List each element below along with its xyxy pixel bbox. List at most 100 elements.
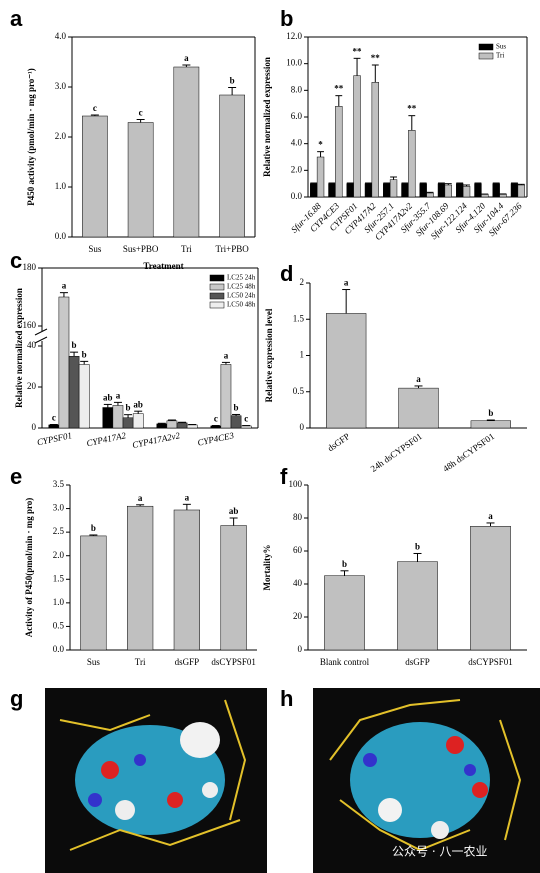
error-bar: [134, 410, 143, 414]
error-bar: [511, 182, 518, 184]
error-bar: [492, 182, 500, 184]
significance-label: a: [116, 390, 121, 400]
error-bar: [310, 182, 318, 184]
bar: [220, 525, 247, 651]
panel-label: h: [280, 686, 293, 711]
significance-label: b: [72, 340, 77, 350]
bar: [82, 115, 108, 238]
error-bar: [340, 570, 349, 576]
bar: [444, 184, 452, 198]
error-bar: [414, 385, 423, 389]
significance-label: *: [318, 140, 323, 150]
legend-label: LC25 24h: [227, 274, 256, 282]
x-tick-label: CYP4CE3: [197, 430, 236, 448]
significance-label: b: [415, 542, 420, 552]
significance-label: b: [230, 76, 235, 86]
y-tick-label: 160: [23, 320, 37, 330]
bar: [401, 183, 409, 198]
error-bar: [178, 421, 187, 423]
significance-label: b: [82, 349, 87, 359]
x-tick-label: 48h dsCYPSF01: [441, 431, 496, 474]
bar: [78, 364, 90, 429]
panel-label: f: [280, 464, 288, 489]
error-bar: [232, 413, 241, 416]
x-tick-label: dsCYPSF01: [211, 657, 256, 667]
x-tick-label: dsGFP: [326, 431, 352, 453]
significance-label: c: [139, 108, 143, 118]
bar: [426, 192, 434, 198]
error-bar: [371, 64, 379, 83]
bar: [156, 423, 168, 429]
significance-label: a: [138, 493, 143, 503]
error-bar: [228, 87, 237, 95]
bar: [48, 424, 60, 429]
error-bar: [182, 64, 191, 67]
significance-label: c: [214, 414, 218, 424]
error-bar: [463, 184, 470, 187]
panel-label: d: [280, 261, 293, 286]
significance-label: **: [407, 104, 417, 114]
y-tick-label: 1.5: [53, 573, 65, 583]
error-bar: [342, 289, 351, 314]
x-tick-label: Blank control: [320, 657, 370, 667]
panel-label: e: [10, 464, 22, 489]
bar: [383, 183, 391, 198]
bar: [371, 82, 379, 198]
bar: [398, 387, 439, 429]
y-tick-label: 0: [32, 422, 37, 432]
y-tick-label: 60: [293, 545, 303, 555]
x-tick-label: dsCYPSF01: [468, 657, 513, 667]
bar: [456, 183, 464, 198]
significance-label: **: [334, 84, 344, 94]
bar: [176, 422, 188, 429]
error-bar: [221, 361, 230, 365]
legend-swatch: [478, 43, 494, 51]
bar: [470, 526, 511, 651]
panel-label: a: [10, 6, 23, 31]
error-bar: [486, 419, 495, 421]
y-tick-label: 100: [289, 479, 303, 489]
bar: [166, 420, 178, 429]
legend-label: LC50 48h: [227, 301, 256, 309]
x-tick-label: CYP417A2v2: [131, 430, 181, 450]
y-tick-label: 12.0: [286, 31, 302, 41]
error-bar: [419, 182, 427, 184]
bar: [492, 183, 500, 198]
error-bar: [113, 401, 122, 406]
y-tick-label: 40: [27, 340, 37, 350]
significance-label: b: [234, 403, 239, 413]
error-bar: [70, 351, 79, 357]
error-bar: [90, 114, 99, 116]
x-tick-label: Sus: [88, 244, 102, 254]
error-bar: [328, 182, 336, 184]
y-tick-label: 10.0: [286, 58, 302, 68]
y-tick-label: 6.0: [291, 111, 303, 121]
x-tick-label: Tri: [181, 244, 192, 254]
y-tick-label: 2.0: [55, 131, 67, 141]
significance-label: a: [62, 281, 67, 291]
significance-label: c: [52, 413, 56, 423]
y-axis-label: P450 activity (pmol/min · mg pro⁻¹): [26, 68, 36, 206]
legend-label: LC50 24h: [227, 292, 256, 300]
significance-label: a: [344, 278, 349, 288]
error-bar: [103, 403, 112, 408]
legend-label: Tri: [496, 52, 504, 60]
bar: [326, 313, 367, 429]
bar: [310, 183, 318, 198]
y-axis-label: Relative normalized expression: [262, 57, 272, 177]
watermark: 公众号 · 八一农业: [392, 845, 487, 859]
bar: [437, 183, 446, 198]
x-tick-label: CYPSF01: [36, 430, 73, 447]
error-bar: [157, 422, 166, 424]
bar: [173, 509, 200, 651]
error-bar: [486, 522, 495, 527]
bar: [389, 179, 398, 198]
x-tick-label: Tri+PBO: [215, 244, 249, 254]
bar: [219, 94, 245, 238]
bar: [470, 420, 511, 429]
error-bar: [401, 182, 409, 184]
significance-label: a: [185, 492, 190, 502]
bar: [462, 186, 471, 198]
significance-label: b: [488, 408, 493, 418]
y-axis-label: Mortality%: [262, 545, 272, 591]
